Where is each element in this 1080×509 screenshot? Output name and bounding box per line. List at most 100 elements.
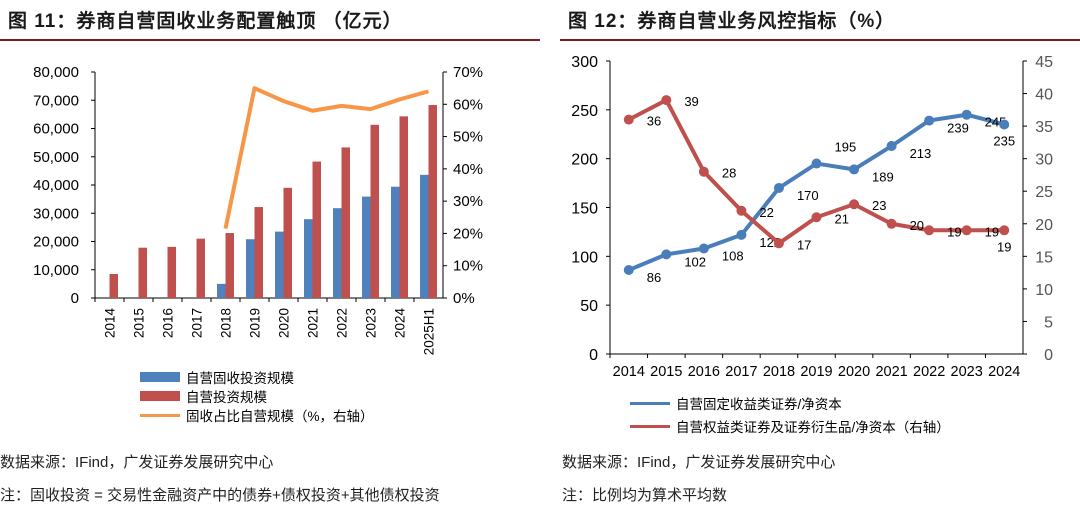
data-label: 28: [722, 166, 736, 181]
data-label: 21: [835, 211, 849, 226]
x-tick-label: 2020: [277, 308, 292, 338]
data-label: 19: [947, 224, 961, 239]
y2-tick-label: 30: [1035, 152, 1053, 169]
x-tick-label: 2020: [838, 364, 870, 380]
legend-label: 自营固收投资规模: [186, 371, 294, 386]
data-label: 108: [722, 249, 744, 264]
y-tick-label: 80,000: [33, 64, 79, 81]
bar-investment: [196, 238, 205, 298]
data-label: 235: [993, 133, 1015, 148]
marker-equity: [623, 114, 634, 125]
legend-item-investment: 自营投资规模: [140, 386, 267, 406]
y-tick-label: 100: [571, 249, 598, 266]
marker-equity: [661, 95, 672, 106]
marker-equity: [698, 166, 709, 177]
y2-tick-label: 0: [1044, 347, 1053, 364]
x-tick-label: 2025H1: [422, 308, 437, 355]
y2-tick-label: 20%: [453, 225, 483, 242]
y2-tick-label: 40%: [453, 161, 483, 178]
right-chart-title: 图 12：券商自营业务风控指标（%）: [568, 11, 896, 32]
bar-fixed-income: [391, 186, 400, 298]
legend-label: 固收占比自营规模（%，右轴）: [186, 409, 374, 424]
legend-item-ratio: 固收占比自营规模（%，右轴）: [140, 405, 374, 425]
data-label: 102: [684, 254, 706, 269]
y-tick-label: 50: [580, 298, 598, 315]
marker-fixed: [924, 115, 935, 126]
marker-equity: [886, 218, 897, 229]
marker-equity: [999, 225, 1010, 236]
x-tick-label: 2014: [613, 364, 645, 380]
y-tick-label: 300: [571, 54, 598, 71]
data-label: 195: [835, 140, 857, 155]
left-source: 数据来源：IFind，广发证券发展研究中心: [0, 454, 274, 471]
y2-tick-label: 10%: [453, 258, 483, 275]
data-label: 36: [647, 114, 661, 129]
data-label: 86: [647, 270, 661, 285]
bar-fixed-income: [275, 231, 284, 298]
y-tick-label: 10,000: [33, 262, 79, 279]
y-tick-label: 20,000: [33, 234, 79, 251]
x-tick-label: 2024: [393, 308, 408, 339]
y2-tick-label: 40: [1035, 87, 1053, 104]
data-label: 39: [684, 94, 698, 109]
left-note: 注：固收投资 = 交易性金融资产中的债券+债权投资+其他债权投资: [0, 487, 440, 504]
y2-tick-label: 50%: [453, 129, 483, 146]
bar-investment: [167, 246, 176, 298]
y2-tick-label: 5: [1044, 314, 1053, 331]
data-label: 170: [797, 188, 819, 203]
bar-fixed-income: [362, 196, 371, 298]
x-tick-label: 2018: [763, 364, 795, 380]
marker-fixed: [623, 265, 634, 276]
y-tick-label: 70,000: [33, 92, 79, 109]
y-tick-label: 250: [571, 103, 598, 120]
x-tick-label: 2023: [364, 308, 379, 338]
legend-swatch: [140, 372, 180, 382]
legend-label: 自营固定收益类证券/净资本: [676, 397, 842, 412]
x-tick-label: 2016: [688, 364, 720, 380]
data-label: 239: [947, 121, 969, 136]
marker-fixed: [811, 158, 822, 169]
x-tick-label: 2024: [988, 364, 1020, 380]
marker-equity: [811, 212, 822, 223]
x-tick-label: 2018: [219, 308, 234, 338]
x-tick-label: 2022: [335, 308, 350, 338]
y-tick-label: 50,000: [33, 149, 79, 166]
x-tick-label: 2023: [951, 364, 983, 380]
y2-tick-label: 35: [1035, 119, 1053, 136]
marker-equity: [736, 205, 747, 216]
data-label: 17: [797, 237, 811, 252]
marker-fixed: [961, 109, 972, 120]
data-label: 22: [759, 205, 773, 220]
x-tick-label: 2017: [725, 364, 757, 380]
legend-item-equity-ratio: 自营权益类证券及证券衍生品/净资本（右轴）: [630, 416, 950, 436]
left-chart-title: 图 11：券商自营固收业务配置触顶 （亿元）: [8, 11, 403, 32]
x-tick-label: 2015: [132, 308, 147, 338]
marker-equity: [924, 225, 935, 236]
left-chart: 0 10,000 20,000 30,000 40,000 50,000 60,000 70,…: [33, 64, 483, 355]
y-tick-label: 200: [571, 152, 598, 169]
bar-fixed-income: [333, 208, 342, 298]
bar-fixed-income: [304, 219, 313, 298]
y2-tick-label: 70%: [453, 64, 483, 81]
right-chart: 0 50 100 150 200 250 300 0 5 10 15 20 25 30 35 40 45 2014…: [571, 54, 1053, 380]
data-label: 189: [872, 169, 894, 184]
bar-investment: [370, 124, 379, 298]
x-tick-label: 2015: [650, 364, 682, 380]
x-tick-label: 2021: [306, 308, 321, 338]
legend-item-fixed-income: 自营固收投资规模: [140, 367, 294, 387]
legend-label: 自营投资规模: [186, 390, 267, 405]
y-tick-label: 60,000: [33, 121, 79, 138]
marker-fixed: [736, 229, 747, 240]
right-note: 注：比例均为算术平均数: [562, 487, 728, 504]
y-tick-label: 40,000: [33, 177, 79, 194]
y2-tick-label: 25: [1035, 184, 1053, 201]
y-tick-label: 150: [571, 201, 598, 218]
bar-investment: [283, 187, 292, 298]
x-tick-label: 2014: [103, 308, 118, 339]
bar-fixed-income: [217, 283, 226, 298]
data-label: 23: [872, 198, 886, 213]
line-ratio: [223, 86, 430, 229]
x-tick-label: 2019: [800, 364, 832, 380]
y2-tick-label: 45: [1035, 54, 1053, 71]
marker-fixed: [886, 140, 897, 151]
